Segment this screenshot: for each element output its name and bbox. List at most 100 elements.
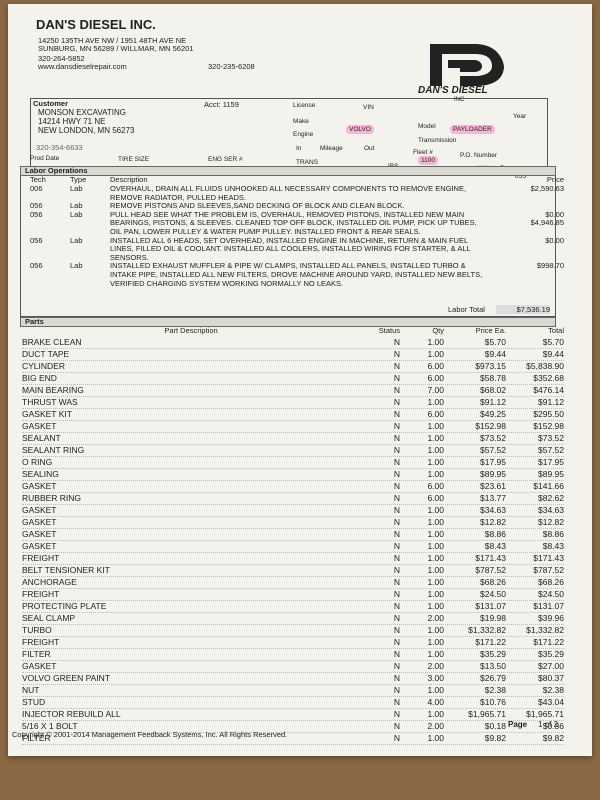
qty: 1.00 — [427, 541, 444, 551]
page-label: Page — [508, 720, 528, 729]
field-value: 1100 — [418, 156, 438, 165]
qty: 1.00 — [427, 529, 444, 539]
qty: 4.00 — [427, 697, 444, 707]
total: $295.50 — [533, 409, 564, 419]
description: INSTALLED EXHAUST MUFFLER & PIPE W/ CLAM… — [110, 261, 483, 288]
part-row: SEALANT N 1.00 $73.52 $73.52 — [22, 433, 564, 445]
qty: 2.00 — [427, 721, 444, 731]
part-row: BELT TENSIONER KIT N 1.00 $787.52 $787.52 — [22, 565, 564, 577]
part-description: FREIGHT — [22, 553, 60, 563]
part-row: GASKET N 6.00 $23.61 $141.66 — [22, 481, 564, 493]
qty: 7.00 — [427, 385, 444, 395]
total: $82.62 — [538, 493, 564, 503]
total: $91.12 — [538, 397, 564, 407]
price-each: $12.82 — [480, 517, 506, 527]
status: N — [393, 421, 400, 431]
part-description: SEALANT RING — [22, 445, 85, 455]
part-description: DUCT TAPE — [22, 349, 70, 359]
invoice: DAN'S DIESEL INC. 14250 135TH AVE NW / 19… — [8, 4, 592, 756]
status: N — [393, 697, 400, 707]
status: N — [393, 649, 400, 659]
price: $4,946.85 — [530, 218, 564, 228]
part-description: FILTER — [22, 733, 51, 743]
part-description: VOLVO GREEN PAINT — [22, 673, 111, 683]
part-row: INJECTOR REBUILD ALL N 1.00 $1,965.71 $1,965… — [22, 709, 564, 721]
price: $0.00 — [545, 209, 564, 219]
status: N — [393, 409, 400, 419]
price-each: $26.79 — [480, 673, 506, 683]
price-each: $10.76 — [480, 697, 506, 707]
price-each: $8.43 — [484, 541, 506, 551]
price-each: $19.98 — [480, 613, 506, 623]
labor-total-label: Labor Total — [448, 305, 485, 314]
part-description: CYLINDER — [22, 361, 65, 371]
column-header: Part Description — [164, 326, 218, 335]
total: $89.95 — [538, 469, 564, 479]
total: $43.04 — [538, 697, 564, 707]
prices: $0.00 $4,946.85 — [490, 209, 564, 237]
prices: $0.00 — [490, 236, 564, 263]
price-each: $973.15 — [475, 361, 506, 371]
website: www.dansdieselrepair.com — [38, 62, 127, 71]
account: Acct: 1159 — [204, 100, 239, 109]
status: N — [393, 733, 400, 743]
field-value: 055 — [515, 173, 526, 180]
total: $80.37 — [538, 673, 564, 683]
logo-sub: INC — [454, 97, 465, 103]
column-header: Type — [70, 175, 87, 184]
price-each: $2.38 — [484, 685, 506, 695]
column-header: Price — [546, 175, 564, 184]
qty: 6.00 — [427, 409, 444, 419]
qty: 1.00 — [427, 589, 444, 599]
price-each: $152.98 — [475, 421, 506, 431]
price-each: $9.82 — [484, 733, 506, 743]
part-description: PROTECTING PLATE — [22, 601, 107, 611]
status: N — [393, 505, 400, 515]
labor-row: 056 Lab INSTALLED ALL 6 HEADS, SET OVERHEA… — [30, 235, 564, 263]
status: N — [393, 349, 400, 359]
total: $171.43 — [533, 553, 564, 563]
description: INSTALLED ALL 6 HEADS, SET OVERHEAD, INS… — [110, 235, 471, 262]
tech: 056 — [30, 201, 43, 211]
total: $787.52 — [533, 565, 564, 575]
column-header: Tech — [30, 175, 46, 184]
part-row: THRUST WAS N 1.00 $91.12 $91.12 — [22, 397, 564, 409]
part-row: RUBBER RING N 6.00 $13.77 $82.62 — [22, 493, 564, 505]
part-row: GASKET N 2.00 $13.50 $27.00 — [22, 661, 564, 673]
price-each: $171.22 — [475, 637, 506, 647]
price-each: $1,332.82 — [468, 625, 506, 635]
labor-title: Labor Operations — [20, 166, 556, 176]
price-each: $89.95 — [480, 469, 506, 479]
status: N — [393, 397, 400, 407]
tech: 056 — [30, 209, 43, 219]
status: N — [393, 625, 400, 635]
field-label: License — [293, 102, 316, 109]
status: N — [393, 673, 400, 683]
total: $0.36 — [542, 721, 564, 731]
qty: 1.00 — [427, 421, 444, 431]
tech: 056 — [30, 261, 43, 271]
labor-header-row: Tech Type Description Price — [30, 175, 564, 185]
price-each: $13.77 — [480, 493, 506, 503]
total: $352.68 — [533, 373, 564, 383]
parts-header-row: Part Description Status Qty Price Ea. Total — [22, 326, 564, 336]
qty: 6.00 — [427, 493, 444, 503]
logo-name: DAN'S DIESEL — [418, 85, 488, 96]
qty: 1.00 — [427, 733, 444, 743]
field-label: VIN — [363, 104, 374, 111]
labor-row: 006 Lab OVERHAUL, DRAIN ALL FLUIDS UNHOOKE… — [30, 184, 564, 202]
part-row: CYLINDER N 6.00 $973.15 $5,838.90 — [22, 361, 564, 373]
total: $2.38 — [542, 685, 564, 695]
part-description: THRUST WAS — [22, 397, 78, 407]
field-label: TRANS — [296, 159, 319, 166]
price-each: $8.86 — [484, 529, 506, 539]
customer-phone: 320-354-6633 — [36, 143, 83, 152]
column-header: Status — [378, 326, 400, 335]
total: $73.52 — [538, 433, 564, 443]
qty: 2.00 — [427, 661, 444, 671]
part-row: GASKET N 1.00 $34.63 $34.63 — [22, 505, 564, 517]
part-row: BRAKE CLEAN N 1.00 $5.70 $5.70 — [22, 337, 564, 349]
price-each: $0.18 — [484, 721, 506, 731]
total: $8.86 — [542, 529, 564, 539]
column-header: Price Ea. — [475, 326, 506, 335]
